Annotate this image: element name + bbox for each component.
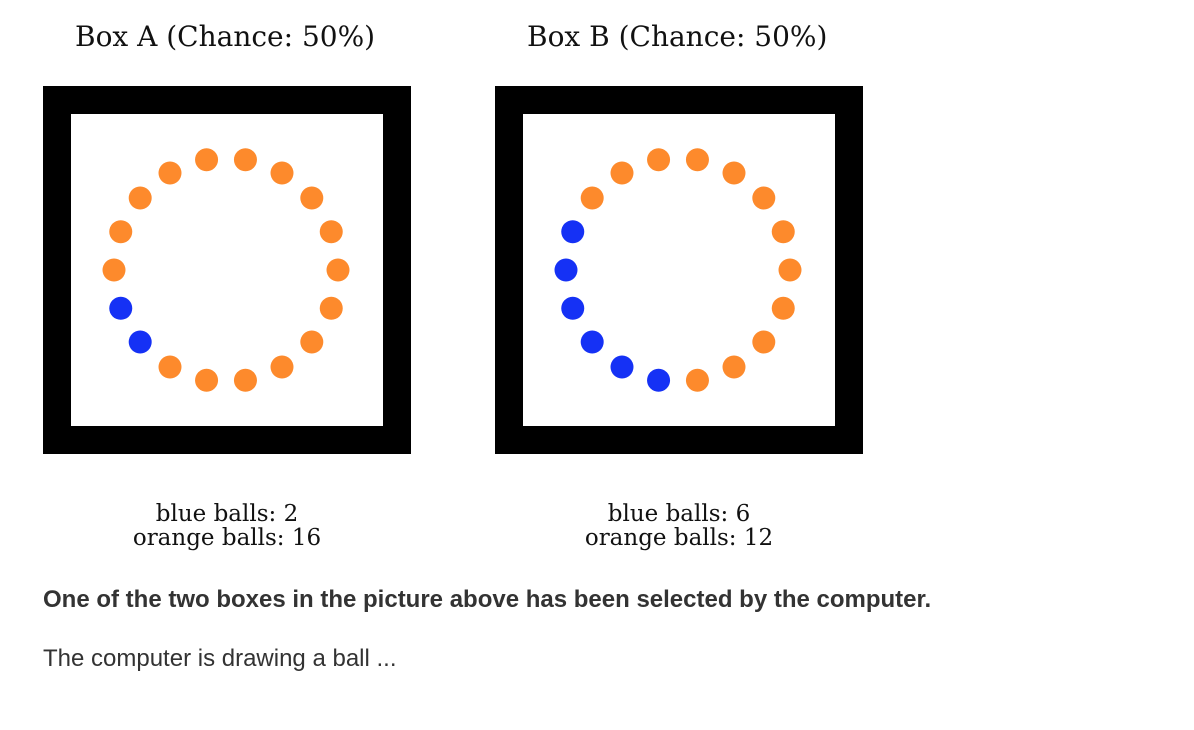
box-b-orange-ball — [752, 186, 776, 210]
box-a-orange-ball — [300, 330, 324, 354]
box-b-svg — [495, 86, 863, 454]
box-b-blue-count: blue balls: 6 — [607, 501, 751, 527]
box-b-orange-ball — [610, 161, 634, 185]
box-a — [43, 86, 411, 454]
box-a-orange-ball — [300, 186, 324, 210]
box-a-counts: blue balls: 2 orange balls: 16 — [43, 502, 411, 550]
box-a-orange-ball — [319, 220, 343, 244]
box-b-title: Box B (Chance: 50%) — [527, 20, 828, 53]
box-b-ball-ring — [554, 148, 802, 392]
box-b-orange-ball — [685, 148, 709, 172]
box-a-svg — [43, 86, 411, 454]
draw-status: The computer is drawing a ball ... — [43, 645, 397, 672]
box-b — [495, 86, 863, 454]
box-a-orange-ball — [319, 296, 343, 320]
box-a-orange-ball — [109, 220, 133, 244]
box-a-orange-ball — [102, 258, 126, 282]
box-b-orange-ball — [752, 330, 776, 354]
box-a-orange-ball — [233, 148, 257, 172]
box-b-blue-ball — [554, 258, 578, 282]
box-a-orange-ball — [158, 355, 182, 379]
box-a-orange-ball — [270, 161, 294, 185]
box-a-orange-ball — [326, 258, 350, 282]
box-b-orange-ball — [685, 368, 709, 392]
box-b-blue-ball — [610, 355, 634, 379]
box-b-blue-ball — [580, 330, 604, 354]
box-a-blue-ball — [109, 296, 133, 320]
box-b-blue-ball — [647, 368, 671, 392]
box-a-title: Box A (Chance: 50%) — [75, 20, 376, 53]
box-b-orange-ball — [647, 148, 671, 172]
box-a-blue-count: blue balls: 2 — [155, 501, 299, 527]
box-a-orange-ball — [195, 148, 219, 172]
box-b-counts: blue balls: 6 orange balls: 12 — [495, 502, 863, 550]
box-b-orange-ball — [778, 258, 802, 282]
box-b-orange-ball — [771, 296, 795, 320]
box-b-blue-ball — [561, 220, 585, 244]
box-a-orange-ball — [195, 368, 219, 392]
box-a-orange-ball — [158, 161, 182, 185]
box-b-orange-ball — [722, 161, 746, 185]
box-b-orange-ball — [722, 355, 746, 379]
box-b-orange-ball — [771, 220, 795, 244]
box-b-blue-ball — [561, 296, 585, 320]
box-a-orange-count: orange balls: 16 — [132, 525, 322, 551]
box-b-orange-count: orange balls: 12 — [584, 525, 774, 551]
box-a-ball-ring — [102, 148, 350, 392]
box-a-orange-ball — [233, 368, 257, 392]
box-a-orange-ball — [270, 355, 294, 379]
box-a-orange-ball — [128, 186, 152, 210]
box-a-blue-ball — [128, 330, 152, 354]
selection-prompt: One of the two boxes in the picture abov… — [43, 586, 932, 613]
box-b-orange-ball — [580, 186, 604, 210]
